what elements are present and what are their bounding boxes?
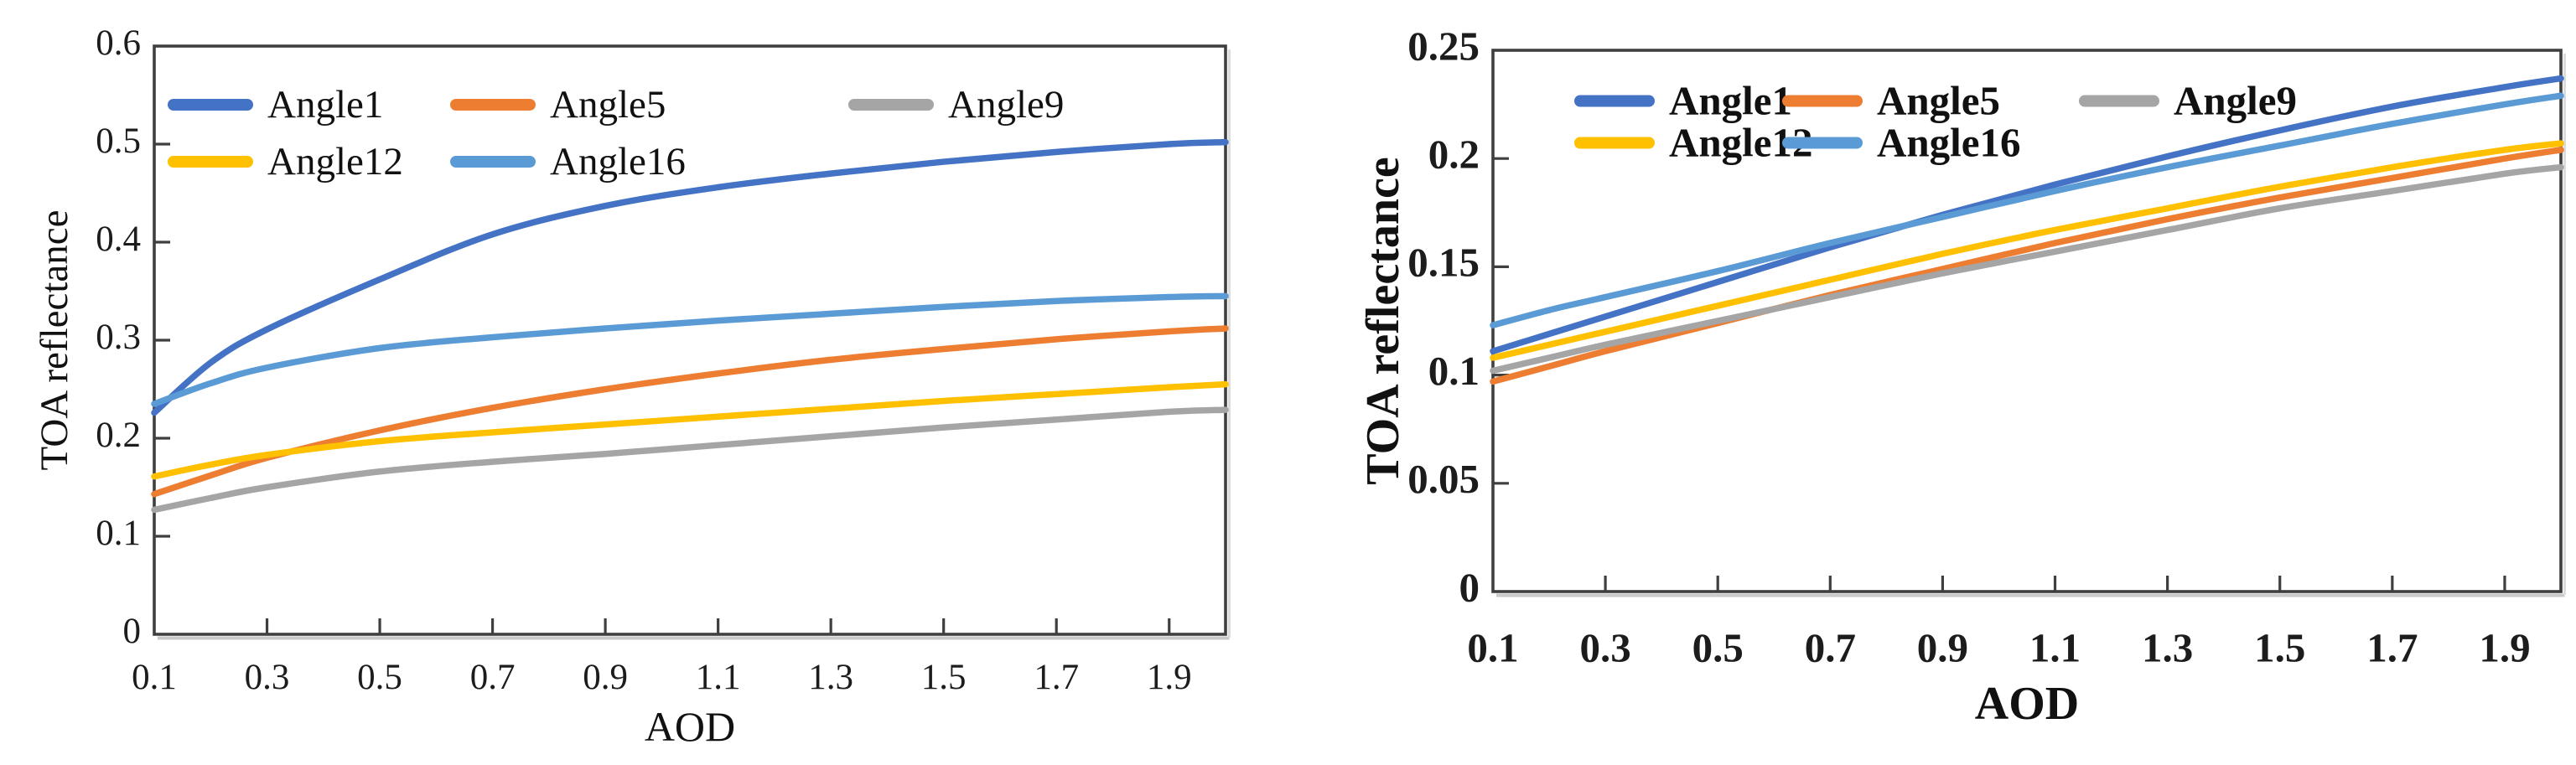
- x-tick-label: 0.1: [132, 658, 177, 697]
- series-line-angle5: [1490, 147, 2564, 385]
- x-tick-label: 0.7: [1805, 624, 1856, 670]
- right-chart: TOA reflectance AOD 0 0.05 0.1 0.15 0.2 0.25 0…: [1357, 23, 2566, 730]
- y-tick-label: 0.5: [96, 121, 141, 161]
- x-tick-label: 0.3: [1579, 624, 1630, 670]
- left-x-axis-label: AOD: [645, 703, 735, 750]
- x-tick-label: 1.5: [921, 658, 967, 697]
- y-tick-label: 0.4: [96, 220, 141, 259]
- series-line-angle16: [1490, 92, 2564, 328]
- y-tick-label: 0.1: [1428, 348, 1480, 394]
- x-tick-label: 1.7: [1034, 658, 1079, 697]
- series-line-angle1: [151, 138, 1229, 416]
- x-tick-label: 0.9: [583, 658, 628, 697]
- y-tick-label: 0.25: [1407, 23, 1480, 69]
- x-tick-label: 0.5: [357, 658, 402, 697]
- y-tick-label: 0.05: [1407, 456, 1480, 502]
- series-line-angle5: [151, 325, 1229, 498]
- y-tick-label: 0.6: [96, 23, 141, 63]
- x-tick-label: 1.9: [2479, 624, 2530, 670]
- plot-frame: [1491, 49, 2563, 593]
- y-tick-label: 0: [123, 612, 142, 651]
- left-chart: TOA reflectance AOD 0 0.1 0.2 0.3 0.4 0.5 0.6 0…: [33, 23, 1231, 750]
- x-tick-label: 0.9: [1917, 624, 1968, 670]
- series-line-angle12: [1490, 140, 2564, 361]
- x-tick-label: 1.1: [2029, 624, 2081, 670]
- series-line-angle1: [1490, 75, 2564, 354]
- x-tick-label: 0.5: [1692, 624, 1744, 670]
- right-x-axis-label: AOD: [1975, 678, 2079, 730]
- series-line-angle9: [151, 406, 1229, 514]
- x-tick-label: 0.7: [470, 658, 516, 697]
- y-tick-label: 0.2: [96, 416, 141, 455]
- left-y-axis-label: TOA reflectance: [33, 210, 76, 471]
- x-tick-label: 1.3: [2142, 624, 2193, 670]
- y-tick-label: 0.2: [1428, 131, 1480, 177]
- y-tick-label: 0.15: [1407, 240, 1480, 286]
- x-tick-label: 1.5: [2254, 624, 2305, 670]
- x-tick-label: 1.9: [1147, 658, 1192, 697]
- y-tick-label: 0.3: [96, 318, 141, 357]
- x-tick-label: 1.3: [808, 658, 853, 697]
- x-tick-label: 1.7: [2366, 624, 2418, 670]
- x-tick-label: 1.1: [696, 658, 741, 697]
- series-line-angle16: [151, 292, 1229, 407]
- series-line-angle9: [1490, 163, 2564, 375]
- series-line-angle12: [151, 380, 1229, 480]
- x-tick-label: 0.1: [1467, 624, 1518, 670]
- y-tick-label: 0.1: [96, 514, 141, 553]
- right-y-axis-label: TOA reflectance: [1357, 157, 1409, 484]
- x-tick-label: 0.3: [245, 658, 290, 697]
- y-tick-label: 0: [1459, 564, 1480, 610]
